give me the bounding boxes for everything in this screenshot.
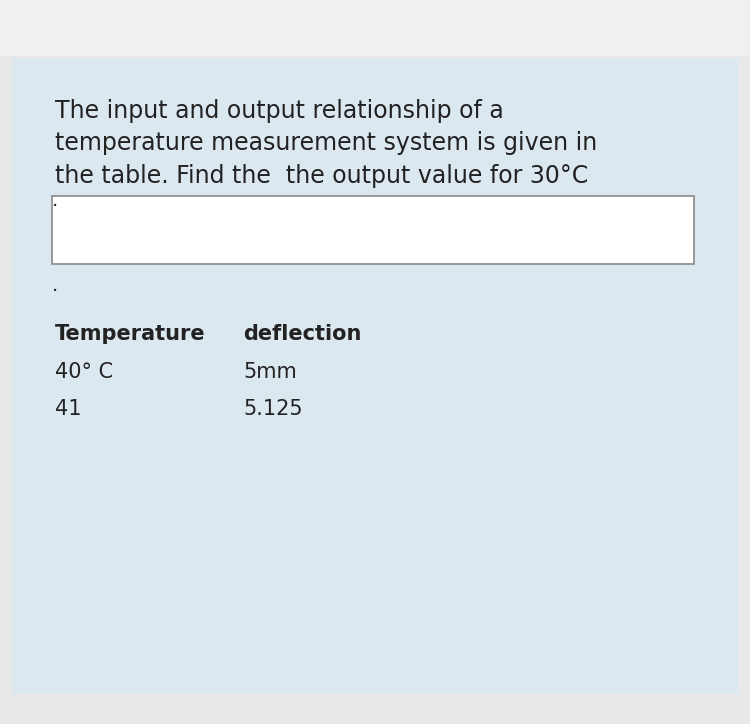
Text: 41: 41 <box>55 399 82 419</box>
Text: 5mm: 5mm <box>243 362 297 382</box>
Text: 40° C: 40° C <box>55 362 113 382</box>
Text: Temperature: Temperature <box>55 324 206 344</box>
Text: .: . <box>52 191 58 210</box>
Text: 5.125: 5.125 <box>243 399 302 419</box>
Text: .: . <box>52 276 58 295</box>
FancyBboxPatch shape <box>0 0 750 56</box>
Text: The input and output relationship of a: The input and output relationship of a <box>55 99 504 123</box>
Text: deflection: deflection <box>243 324 362 344</box>
Text: temperature measurement system is given in: temperature measurement system is given … <box>55 131 597 155</box>
Text: the table. Find the  the output value for 30°C: the table. Find the the output value for… <box>55 164 588 188</box>
FancyBboxPatch shape <box>12 58 738 694</box>
Bar <box>52 196 694 264</box>
